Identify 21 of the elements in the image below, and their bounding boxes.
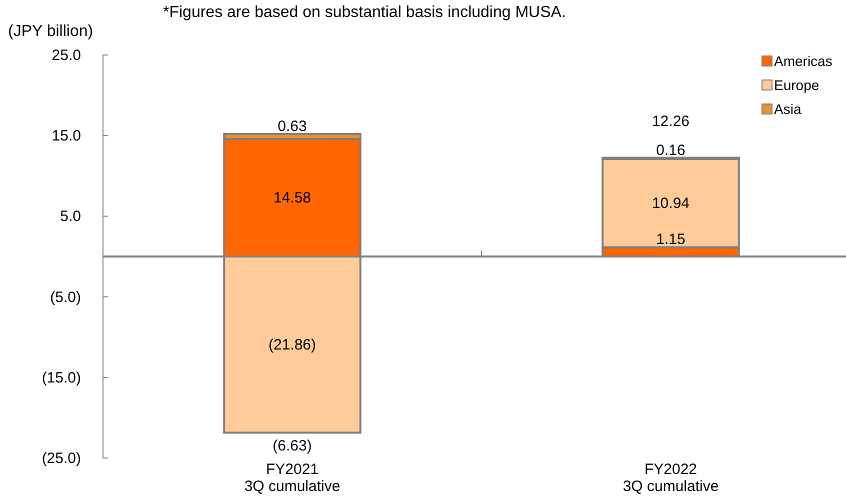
y-tick-label: (25.0) (42, 450, 81, 467)
x-tick-label: FY2021 3Q cumulative (244, 461, 340, 495)
y-tick-label: (5.0) (50, 288, 82, 306)
y-tick-label: 15.0 (52, 128, 81, 145)
legend-label: Asia (774, 101, 802, 117)
y-axis-title: (JPY billion) (8, 23, 94, 40)
data-label: 14.58 (273, 190, 312, 207)
legend-label: Europe (774, 77, 820, 93)
total-label: 12.26 (652, 112, 690, 130)
data-label: (21.86) (268, 336, 316, 354)
data-label: 0.16 (656, 142, 686, 159)
legend-label: Americas (774, 53, 832, 69)
y-tick-label: 5.0 (60, 208, 81, 226)
data-label: 10.94 (652, 195, 690, 212)
text: *Figures are based on substantial basis including MUSA. (163, 4, 566, 21)
y-tick-label: (15.0) (42, 369, 81, 386)
x-tick-label: FY2022 3Q cumulative (622, 461, 719, 495)
y-tick-label: 25.0 (52, 47, 81, 64)
total-label: (6.63) (272, 438, 312, 455)
data-label: 1.15 (656, 231, 686, 248)
data-label: 0.63 (278, 118, 307, 135)
